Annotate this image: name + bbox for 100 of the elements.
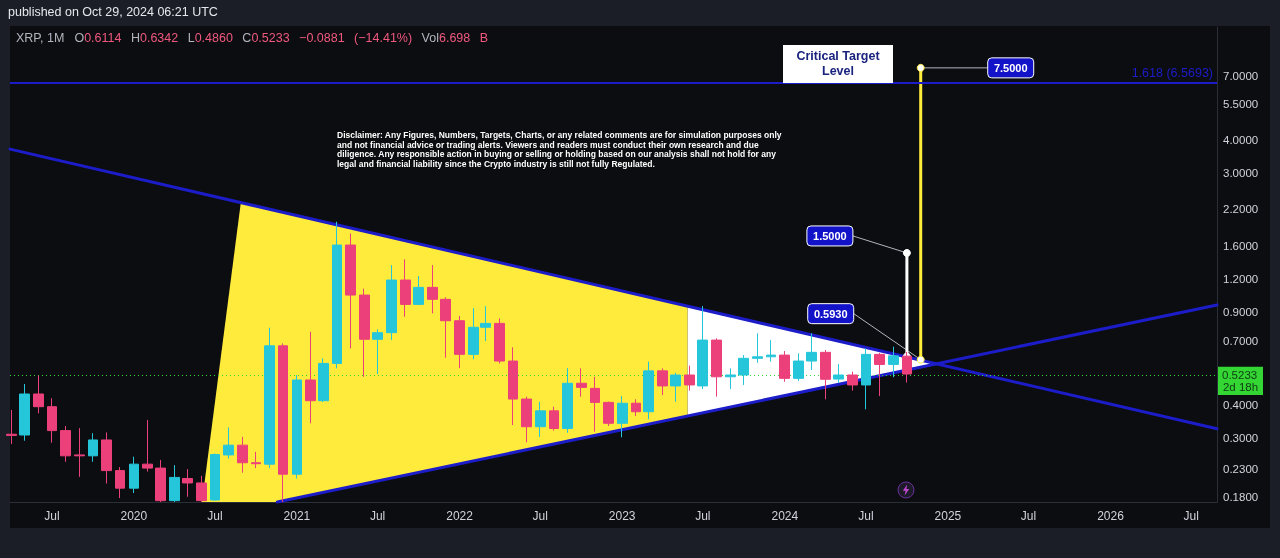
candlestick [372, 328, 383, 375]
candlestick [711, 337, 722, 398]
candlestick [305, 331, 316, 424]
ref-line-label: 1.618 (6.5693) [1131, 65, 1213, 80]
y-tick-label: 1.2000 [1223, 272, 1259, 285]
candlestick [657, 367, 668, 396]
ref-line-label: 0.5233 [1222, 368, 1258, 381]
y-tick-label: 0.9000 [1223, 305, 1259, 318]
candlestick [155, 459, 166, 503]
candlestick [779, 350, 790, 383]
candlestick [806, 332, 817, 371]
y-tick-label: 0.4000 [1223, 398, 1259, 411]
x-tick-label: Jul [858, 509, 874, 523]
candlestick [101, 431, 112, 485]
candlestick [576, 367, 587, 398]
text: published on Oct 29, 2024 06:21 UTC [8, 5, 218, 19]
candlestick [182, 468, 193, 498]
candlestick [196, 475, 207, 503]
candlestick [278, 342, 288, 503]
candlestick [833, 363, 844, 384]
y-tick-label: 5.5000 [1223, 97, 1259, 110]
candlestick [521, 396, 532, 443]
x-tick-label: Jul [369, 509, 386, 523]
candlestick [508, 346, 518, 426]
candlestick [292, 374, 302, 479]
x-tick-label: 2023 [608, 509, 636, 523]
candlestick [332, 221, 342, 369]
candlestick [223, 426, 234, 460]
candlestick [549, 406, 559, 432]
candlestick [752, 332, 763, 364]
candlestick [631, 398, 641, 417]
y-tick-label: 0.1800 [1223, 490, 1259, 503]
y-tick-label: 0.3000 [1223, 432, 1259, 445]
candlestick [142, 419, 153, 473]
candlestick [359, 288, 370, 378]
candlestick [494, 317, 505, 364]
text: 2d 18h [1218, 381, 1263, 396]
candlestick [169, 464, 180, 503]
candlestick [766, 339, 776, 363]
x-tick-label: 2026 [1097, 509, 1125, 523]
candlestick [6, 409, 17, 445]
x-tick-label: Jul [44, 509, 60, 523]
candlestick [210, 453, 220, 502]
candlestick [115, 466, 125, 499]
annotation: Critical Target Level [783, 45, 893, 83]
y-tick-label: 2.2000 [1223, 202, 1259, 215]
candlestick [74, 427, 85, 478]
candlestick [670, 372, 681, 403]
candlestick [33, 375, 44, 414]
candlestick [264, 327, 275, 469]
candlestick [617, 395, 628, 438]
candlestick [454, 315, 465, 369]
x-tick-label: 2020 [120, 509, 148, 523]
text: O0.6114 H0.6342 L0.4860 C0.5233 −0.0881 (−14.41%) Vol6.698 B [74, 31, 489, 45]
candlestick [413, 275, 424, 306]
candlestick [19, 383, 30, 442]
candlestick [603, 401, 614, 427]
candlestick [251, 451, 261, 469]
candlestick [820, 349, 831, 400]
candlestick [129, 456, 139, 494]
y-tick-label: 0.2300 [1223, 462, 1259, 475]
candlestick [345, 232, 356, 349]
y-tick-label: 3.0000 [1223, 167, 1259, 180]
x-tick-label: Jul [532, 509, 548, 523]
candlestick [725, 367, 736, 390]
candlestick [847, 371, 858, 392]
candlestick [562, 367, 573, 434]
y-tick-label: 1.6000 [1223, 239, 1259, 252]
y-tick-label: 0.7000 [1223, 334, 1259, 347]
candlestick [47, 397, 57, 444]
x-tick-label: 2025 [934, 509, 962, 523]
candlestick [386, 264, 397, 341]
candlestick [427, 264, 438, 314]
candlestick [440, 296, 451, 359]
candlestick [590, 376, 600, 433]
candlestick [697, 305, 708, 390]
y-tick-label: 4.0000 [1223, 134, 1259, 147]
annotation: 1.5000 [813, 229, 847, 242]
annotation: 0.5930 [813, 307, 848, 320]
candlestick [318, 357, 329, 403]
candlestick [535, 401, 546, 438]
y-tick-label: 7.0000 [1223, 69, 1259, 82]
x-tick-label: Jul [1183, 509, 1199, 523]
candlestick [874, 352, 885, 397]
x-tick-label: 2022 [446, 509, 474, 523]
candlestick [400, 258, 411, 318]
x-tick-label: 2024 [771, 509, 799, 523]
candlestick [888, 346, 899, 378]
annotation: Disclaimer: Any Figures, Numbers, Targets, Charts, or any related comments are for simulation purposes only and not financial advice or trading alerts. Viewers and readers must conduct their own research and due diligence. Any responsible action in buying or selling or holding based on our analysis shall not hold for any legal and financial liability since the Crypto industry is still not fully Regulated. [337, 130, 783, 170]
candlestick [60, 425, 71, 463]
candlestick [237, 436, 248, 474]
candlestick [88, 432, 98, 463]
annotation: 7.5000 [993, 61, 1028, 74]
x-tick-label: 2021 [283, 509, 311, 523]
x-tick-label: Jul [695, 509, 711, 523]
candlestick [861, 347, 871, 410]
chart-title: XRP, 1M [16, 31, 65, 45]
candlestick [793, 352, 804, 382]
x-tick-label: Jul [1020, 509, 1037, 523]
candlestick [643, 361, 654, 420]
